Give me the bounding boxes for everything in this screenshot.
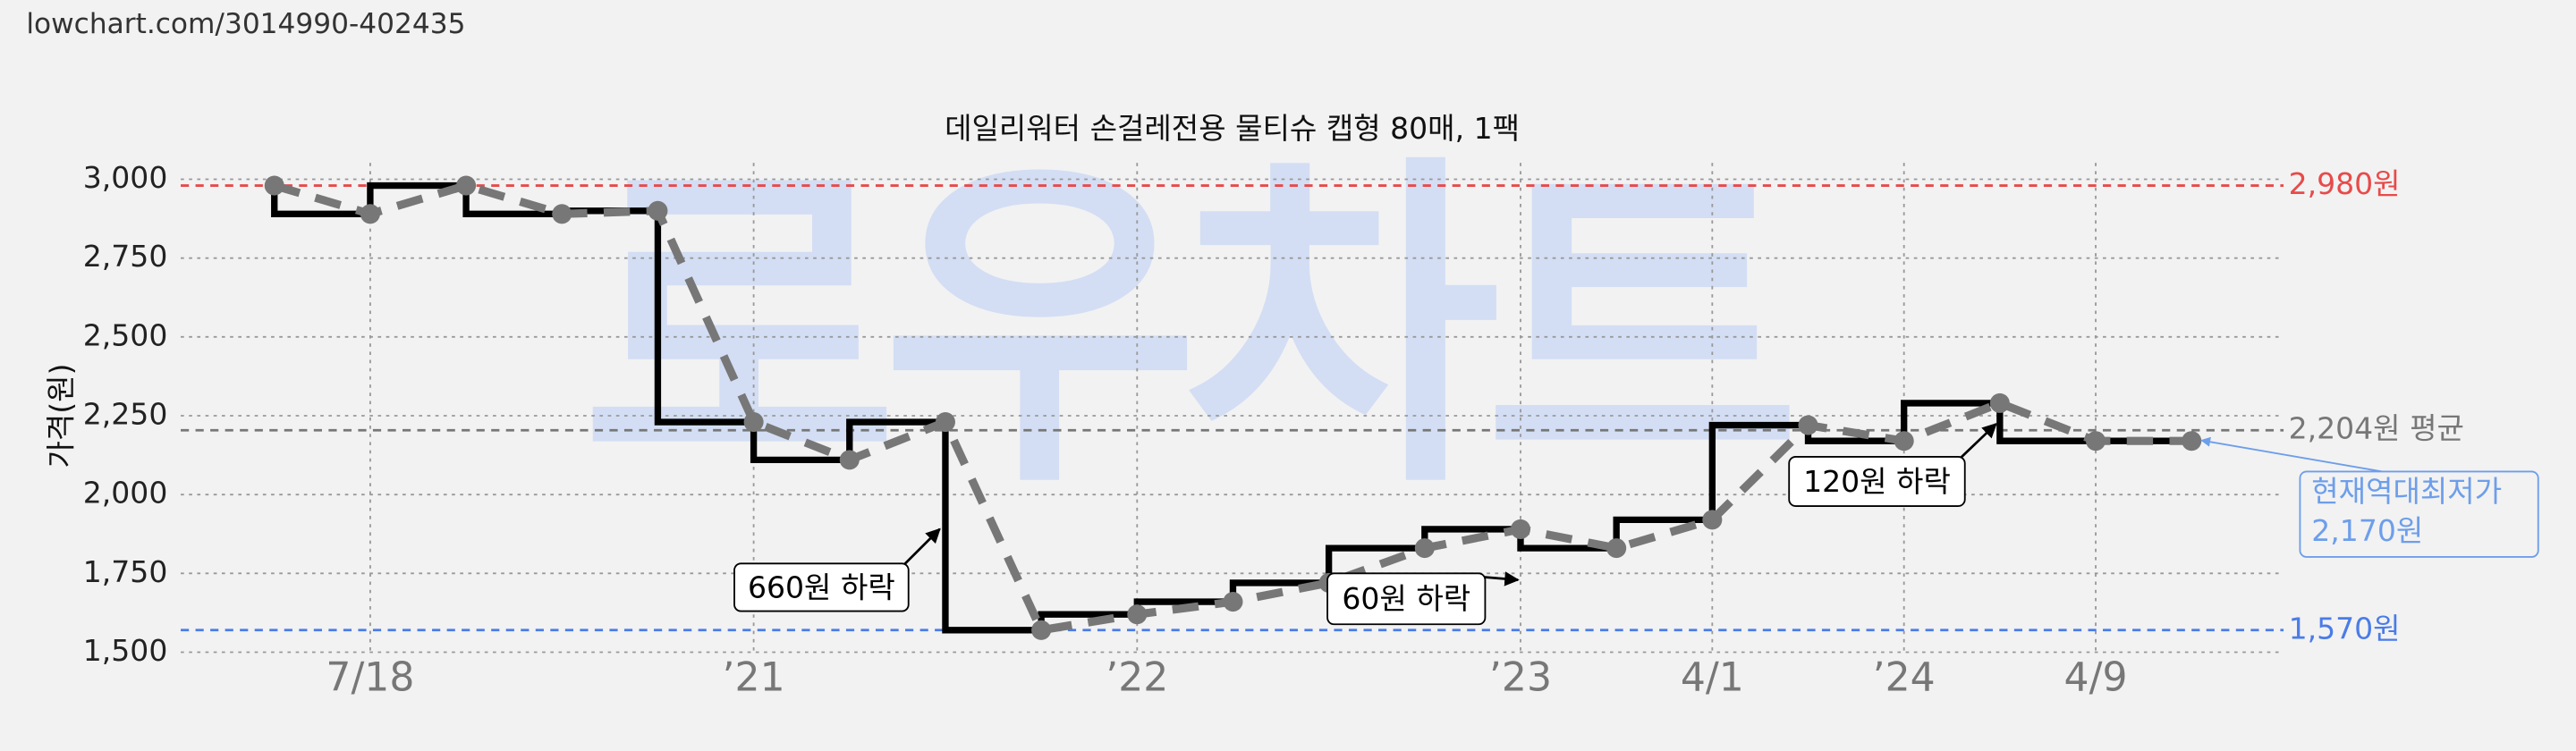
reference-label: 2,980원 <box>2289 166 2401 201</box>
y-tick-label: 1,500 <box>83 633 168 668</box>
y-tick-label: 2,000 <box>83 476 168 511</box>
annotation-text: 60원 하락 <box>1342 581 1470 616</box>
annotation-text: 660원 하락 <box>748 570 895 604</box>
point <box>1223 592 1243 612</box>
point <box>1702 510 1723 530</box>
point <box>743 412 764 433</box>
y-axis-label: 가격(원) <box>43 364 78 468</box>
annotation-text: 120원 하락 <box>1803 464 1951 499</box>
chart-title: 데일리워터 손걸레전용 물티슈 캡형 80매, 1팩 <box>945 111 1520 146</box>
annotation-box <box>1788 455 1966 507</box>
y-tick-label: 1,750 <box>83 554 168 589</box>
current-label: 2,170원 <box>2311 513 2423 548</box>
point <box>456 175 477 196</box>
x-tick-label: 7/18 <box>326 655 414 701</box>
point <box>1127 604 1148 625</box>
reference-label: 2,204원 평균 <box>2289 411 2464 446</box>
x-tick-label: ’21 <box>723 655 785 701</box>
x-tick-label: ’24 <box>1873 655 1936 701</box>
y-tick-label: 3,000 <box>83 160 168 195</box>
point <box>935 412 955 433</box>
point <box>1510 519 1531 539</box>
current-label: 현재역대최저가 <box>2311 474 2502 509</box>
point <box>1414 538 1435 559</box>
annotation-box <box>1326 572 1487 626</box>
url: lowchart.com/3014990-402435 <box>26 8 465 40</box>
point <box>648 200 668 221</box>
point <box>360 204 380 224</box>
point <box>839 450 860 470</box>
point <box>1894 431 1914 451</box>
point <box>552 204 572 224</box>
annotation-arrow <box>1957 423 1997 461</box>
point <box>1798 415 1818 435</box>
point <box>2086 431 2106 451</box>
point <box>1989 392 2010 413</box>
point <box>264 175 284 196</box>
y-tick-label: 2,250 <box>83 397 168 432</box>
point <box>1606 538 1627 559</box>
watermark: 로우차트 <box>580 128 1791 529</box>
annotation-arrow <box>901 527 941 568</box>
x-tick-label: 4/1 <box>1681 655 1744 701</box>
current-arrow <box>2200 436 2383 473</box>
x-tick-label: 4/9 <box>2064 655 2128 701</box>
x-tick-label: ’23 <box>1489 655 1552 701</box>
point <box>2182 431 2202 451</box>
x-tick-label: ’22 <box>1106 655 1168 701</box>
reference-label: 1,570원 <box>2289 611 2401 646</box>
y-tick-label: 2,500 <box>83 317 168 352</box>
annotation-box <box>733 562 910 612</box>
y-tick-label: 2,750 <box>83 239 168 274</box>
point <box>1031 620 1052 640</box>
current-box <box>2299 470 2539 558</box>
